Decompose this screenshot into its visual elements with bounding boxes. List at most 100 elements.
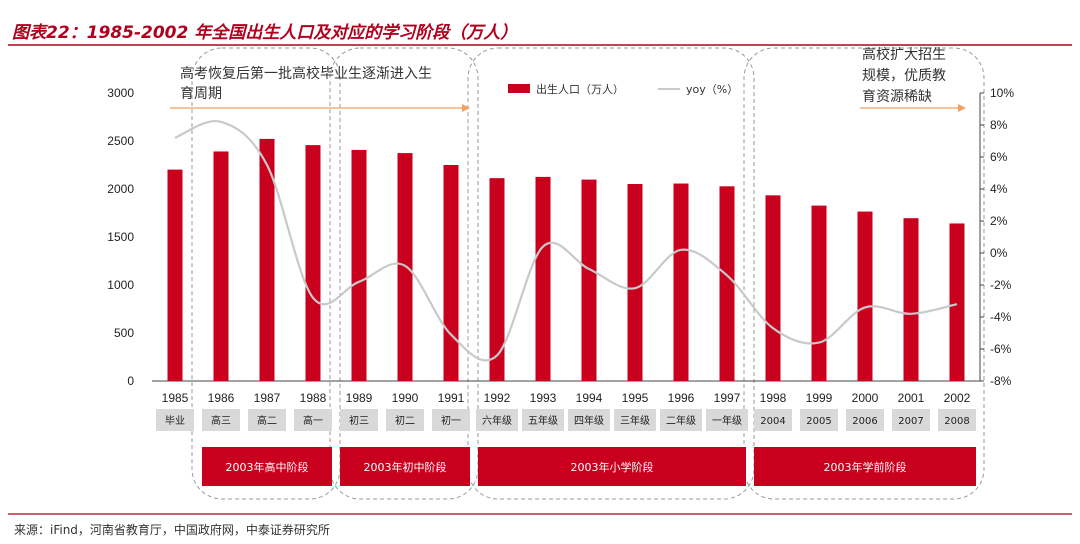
bar-1998: [765, 195, 781, 381]
stage-box: [340, 409, 378, 431]
right-tick-label: 6%: [990, 150, 1008, 164]
phase-boxes: 2003年高中阶段 2003年初中阶段 2003年小学阶段 2003年学前阶段: [202, 447, 976, 486]
bar-1986: [213, 151, 229, 381]
annotation-1-arrowhead: [462, 104, 470, 112]
stage-label: 高一: [303, 414, 323, 427]
stage-label: 初一: [441, 414, 461, 427]
phase-label: 2003年高中阶段: [226, 460, 309, 474]
bar-1999: [811, 205, 827, 381]
legend-bar-label: 出生人口（万人）: [536, 82, 624, 96]
dashed-group-frames: [191, 47, 985, 500]
stage-box: [156, 409, 194, 431]
left-tick-2500: 2500: [107, 134, 134, 148]
stage-label: 一年级: [712, 414, 742, 427]
bar-2000: [857, 211, 873, 381]
stage-label: 2007: [898, 416, 923, 427]
phase-box-4: [754, 447, 976, 486]
phase-box-2: [340, 447, 470, 486]
x-label-2002: 2002: [944, 391, 971, 405]
stage-label: 2004: [760, 416, 785, 427]
stage-label: 三年级: [620, 414, 650, 427]
left-tick-0: 0: [127, 374, 134, 388]
stage-label: 2006: [852, 416, 877, 427]
phase-box-1: [202, 447, 332, 486]
bar-1991: [443, 165, 459, 381]
stage-label: 高三: [211, 414, 231, 427]
stage-boxes: 毕业 高三 高二 高一 初三 初二 初一 六年级 五年级 四年级 三年级 二年级 一年级 2004 2005…: [156, 409, 976, 431]
right-tick-label: 2%: [990, 214, 1008, 228]
dashed-frame-3: [467, 47, 755, 500]
stage-box: [294, 409, 332, 431]
x-label-1988: 1988: [300, 391, 327, 405]
yoy-line: [174, 119, 958, 362]
bar-1987: [259, 138, 275, 381]
phase-box-3: [478, 447, 746, 486]
stage-label: 五年级: [528, 414, 558, 427]
stage-box: [754, 409, 792, 431]
stage-label: 六年级: [482, 414, 512, 427]
annotation-1-line: 高考恢复后第一批高校毕业生逐渐进入生: [180, 65, 432, 82]
left-tick-1500: 1500: [107, 230, 134, 244]
stage-box: [202, 409, 240, 431]
bar-1994: [581, 179, 597, 381]
legend-line-label: yoy（%）: [686, 83, 738, 96]
left-tick-3000: 3000: [107, 86, 134, 100]
right-tick-label: -6%: [990, 342, 1012, 356]
x-label-1996: 1996: [668, 391, 695, 405]
dashed-frame-1: [191, 47, 341, 500]
x-label-1990: 1990: [392, 391, 419, 405]
x-label-1991: 1991: [438, 391, 465, 405]
source-note: 来源：iFind，河南省教育厅，中国政府网，中泰证券研究所: [14, 522, 330, 537]
x-axis-labels: 1985 1986 1987 1988 1989 1990 1991 1992 1993 1994…: [162, 391, 971, 405]
bar-1988: [305, 145, 321, 381]
stage-box: [660, 409, 702, 431]
annotation-1-line: 育周期: [180, 86, 222, 102]
x-label-2001: 2001: [898, 391, 925, 405]
annotation-2-arrowhead: [958, 104, 966, 112]
stage-box: [800, 409, 838, 431]
legend-bar-swatch: [508, 84, 530, 93]
phase-label: 2003年学前阶段: [824, 460, 907, 474]
bar-1985: [167, 169, 183, 381]
yoy-line-series: [174, 119, 958, 362]
right-axis-ticks: 10% 8% 6% 4% 2% 0% -2% -4% -6% -8%: [980, 86, 1014, 388]
bar-1996: [673, 183, 689, 381]
phase-label: 2003年小学阶段: [571, 460, 654, 474]
stage-box: [846, 409, 884, 431]
stage-label: 2005: [806, 416, 831, 427]
left-tick-1000: 1000: [107, 278, 134, 292]
x-label-1998: 1998: [760, 391, 787, 405]
right-tick-label: -8%: [990, 374, 1012, 388]
right-tick-label: 8%: [990, 118, 1008, 132]
stage-label: 高二: [257, 414, 277, 427]
right-tick-label: -4%: [990, 310, 1012, 324]
x-label-1989: 1989: [346, 391, 373, 405]
stage-label: 四年级: [574, 414, 604, 427]
x-label-1987: 1987: [254, 391, 281, 405]
dashed-frame-2: [329, 47, 479, 500]
dashed-frame-4: [743, 47, 985, 500]
right-tick-label: 4%: [990, 182, 1008, 196]
x-label-1994: 1994: [576, 391, 603, 405]
x-label-1999: 1999: [806, 391, 833, 405]
stage-box: [522, 409, 564, 431]
bar-1997: [719, 186, 735, 381]
chart-title: 图表22：1985-2002 年全国出生人口及对应的学习阶段（万人）: [12, 23, 517, 43]
stage-label: 毕业: [165, 414, 185, 427]
annotation-2-line: 育资源稀缺: [862, 89, 932, 105]
bar-1989: [351, 149, 367, 381]
x-label-2000: 2000: [852, 391, 879, 405]
annotation-2-line: 高校扩大招生: [862, 46, 946, 63]
left-axis-ticks: 0 500 1000 1500 2000 2500 3000: [107, 86, 134, 388]
phase-label: 2003年初中阶段: [364, 460, 447, 474]
right-tick-label: 10%: [990, 86, 1014, 100]
stage-box: [892, 409, 930, 431]
legend: 出生人口（万人） yoy（%）: [508, 82, 738, 96]
left-tick-500: 500: [114, 326, 134, 340]
x-label-1992: 1992: [484, 391, 511, 405]
stage-label: 二年级: [666, 414, 696, 427]
stage-box: [386, 409, 424, 431]
stage-box: [568, 409, 610, 431]
bar-1993: [535, 176, 551, 381]
